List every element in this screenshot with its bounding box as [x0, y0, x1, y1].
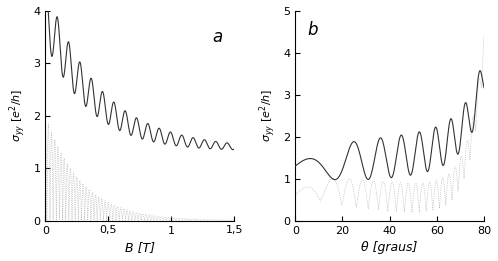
Y-axis label: $\sigma_{yy}\ [e^2/h]$: $\sigma_{yy}\ [e^2/h]$	[7, 89, 28, 143]
X-axis label: B [T]: B [T]	[125, 241, 155, 254]
X-axis label: θ [graus]: θ [graus]	[362, 241, 418, 254]
Text: $\mathbf{\mathit{b}}$: $\mathbf{\mathit{b}}$	[307, 21, 318, 39]
Y-axis label: $\sigma_{yy}\ [e^2/h]$: $\sigma_{yy}\ [e^2/h]$	[257, 89, 278, 143]
Text: $\mathbf{\mathit{a}}$: $\mathbf{\mathit{a}}$	[212, 28, 223, 46]
